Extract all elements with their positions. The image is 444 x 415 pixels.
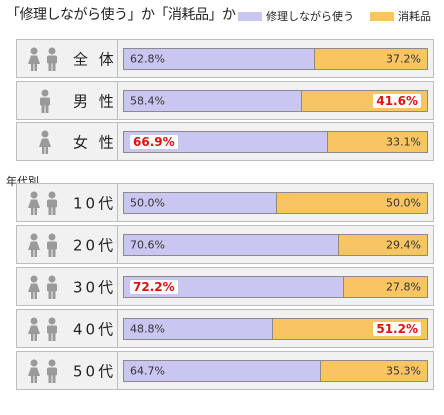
female-figure-icon [28,317,40,341]
chart-row: 男 性 58.4% 41.6% [16,81,434,120]
male-figure-icon [47,359,57,383]
male-figure-icon [47,47,57,71]
data-label-repair: 70.6% [130,238,165,251]
bar-segment-consumable: 50.0% [277,192,427,213]
female-figure-icon [28,275,40,299]
people-icon [27,191,63,215]
stacked-bar: 48.8% 51.2% [123,317,428,340]
male-figure-icon [47,275,57,299]
row-label-cell: 全 体 [17,40,118,77]
data-label-repair: 62.8% [130,52,165,65]
data-label-consumable: 51.2% [373,321,421,336]
data-label-consumable: 29.4% [386,238,421,251]
male-figure-icon [47,317,57,341]
data-label-consumable: 41.6% [373,93,421,108]
people-icon [27,233,63,257]
category-label: 男 性 [73,92,117,110]
male-figure-icon [47,191,57,215]
stacked-bar: 58.4% 41.6% [123,89,428,112]
bar-segment-repair: 72.2% [124,276,344,297]
data-label-consumable: 27.8% [386,280,421,293]
category-label: 30代 [73,278,117,296]
male-figure-icon [47,233,57,257]
chart-row: 20代 70.6% 29.4% [16,225,434,264]
category-label: 10代 [73,194,117,212]
row-label-cell: 50代 [17,352,118,389]
bar-segment-repair: 70.6% [124,234,339,255]
stacked-bar: 64.7% 35.3% [123,359,428,382]
bar-segment-consumable: 41.6% [302,90,427,111]
chart-row: 10代 50.0% 50.0% [16,183,434,222]
bar-segment-consumable: 33.1% [328,131,427,152]
chart-row: 全 体 62.8% 37.2% [16,39,434,78]
female-figure-icon [39,130,51,154]
female-figure-icon [28,47,40,71]
bar-segment-repair: 66.9% [124,131,328,152]
stacked-bar: 72.2% 27.8% [123,275,428,298]
legend-label-consumable: 消耗品 [398,10,431,23]
legend-item-repair: 修理しながら使う [238,8,354,24]
bar-segment-consumable: 35.3% [321,360,427,381]
bar-segment-repair: 64.7% [124,360,321,381]
chart-row: 40代 48.8% 51.2% [16,309,434,348]
data-label-repair: 58.4% [130,94,165,107]
legend-label-repair: 修理しながら使う [266,10,354,23]
male-figure-icon [40,89,50,113]
female-figure-icon [28,233,40,257]
category-label: 全 体 [73,50,117,68]
stacked-bar: 70.6% 29.4% [123,233,428,256]
data-label-repair: 48.8% [130,322,165,335]
stacked-bar: 66.9% 33.1% [123,130,428,153]
bar-segment-consumable: 37.2% [315,48,427,69]
row-label-cell: 10代 [17,184,118,221]
chart-row: 女 性 66.9% 33.1% [16,122,434,161]
bar-segment-repair: 50.0% [124,192,277,213]
data-label-repair: 66.9% [130,134,178,149]
row-label-cell: 30代 [17,268,118,305]
category-label: 女 性 [73,133,117,151]
chart-row: 30代 72.2% 27.8% [16,267,434,306]
bar-segment-consumable: 29.4% [339,234,427,255]
data-label-consumable: 50.0% [386,196,421,209]
row-label-cell: 男 性 [17,82,118,119]
legend-swatch-repair [238,11,262,21]
row-label-cell: 20代 [17,226,118,263]
bar-segment-consumable: 51.2% [273,318,427,339]
female-figure-icon [28,359,40,383]
data-label-repair: 50.0% [130,196,165,209]
legend-swatch-consumable [370,11,394,21]
category-label: 20代 [73,236,117,254]
data-label-consumable: 33.1% [386,135,421,148]
chart-title: 「修理しながら使う」か「消耗品」か [6,7,236,23]
people-icon [27,275,63,299]
legend-item-consumable: 消耗品 [370,8,431,24]
category-label: 50代 [73,362,117,380]
stacked-bar: 50.0% 50.0% [123,191,428,214]
category-label: 40代 [73,320,117,338]
people-icon [27,317,63,341]
female-figure-icon [28,191,40,215]
people-icon [27,130,63,154]
stacked-bar: 62.8% 37.2% [123,47,428,70]
people-icon [27,89,63,113]
bar-segment-repair: 62.8% [124,48,315,69]
row-label-cell: 女 性 [17,123,118,160]
bar-segment-repair: 58.4% [124,90,302,111]
bar-segment-repair: 48.8% [124,318,273,339]
data-label-repair: 64.7% [130,364,165,377]
data-label-consumable: 37.2% [386,52,421,65]
bar-segment-consumable: 27.8% [344,276,427,297]
chart-row: 50代 64.7% 35.3% [16,351,434,390]
data-label-consumable: 35.3% [386,364,421,377]
data-label-repair: 72.2% [130,279,178,294]
people-icon [27,47,63,71]
row-label-cell: 40代 [17,310,118,347]
people-icon [27,359,63,383]
